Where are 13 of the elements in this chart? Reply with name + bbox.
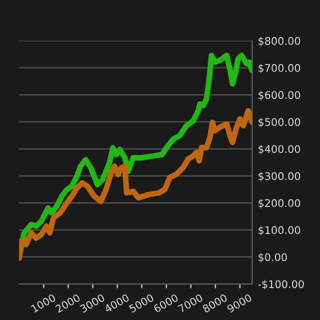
y-tick-label: $600.00	[258, 90, 300, 100]
y-tick-label: -$100.00	[258, 280, 304, 290]
y-tick-label: $400.00	[258, 144, 300, 154]
y-tick-label: $200.00	[258, 198, 300, 208]
y-tick-label: $500.00	[258, 118, 300, 128]
x-tick-label: 4000	[104, 294, 130, 314]
x-tick-label: 7000	[178, 294, 204, 313]
y-tick-label: $300.00	[258, 172, 300, 182]
y-tick-label: $100.00	[258, 226, 300, 236]
y-tick-label: $0.00	[258, 253, 287, 262]
y-tick-label: $700.00	[258, 64, 300, 74]
y-tick-label: $800.00	[258, 36, 300, 46]
x-tick-label: 6000	[153, 294, 179, 313]
